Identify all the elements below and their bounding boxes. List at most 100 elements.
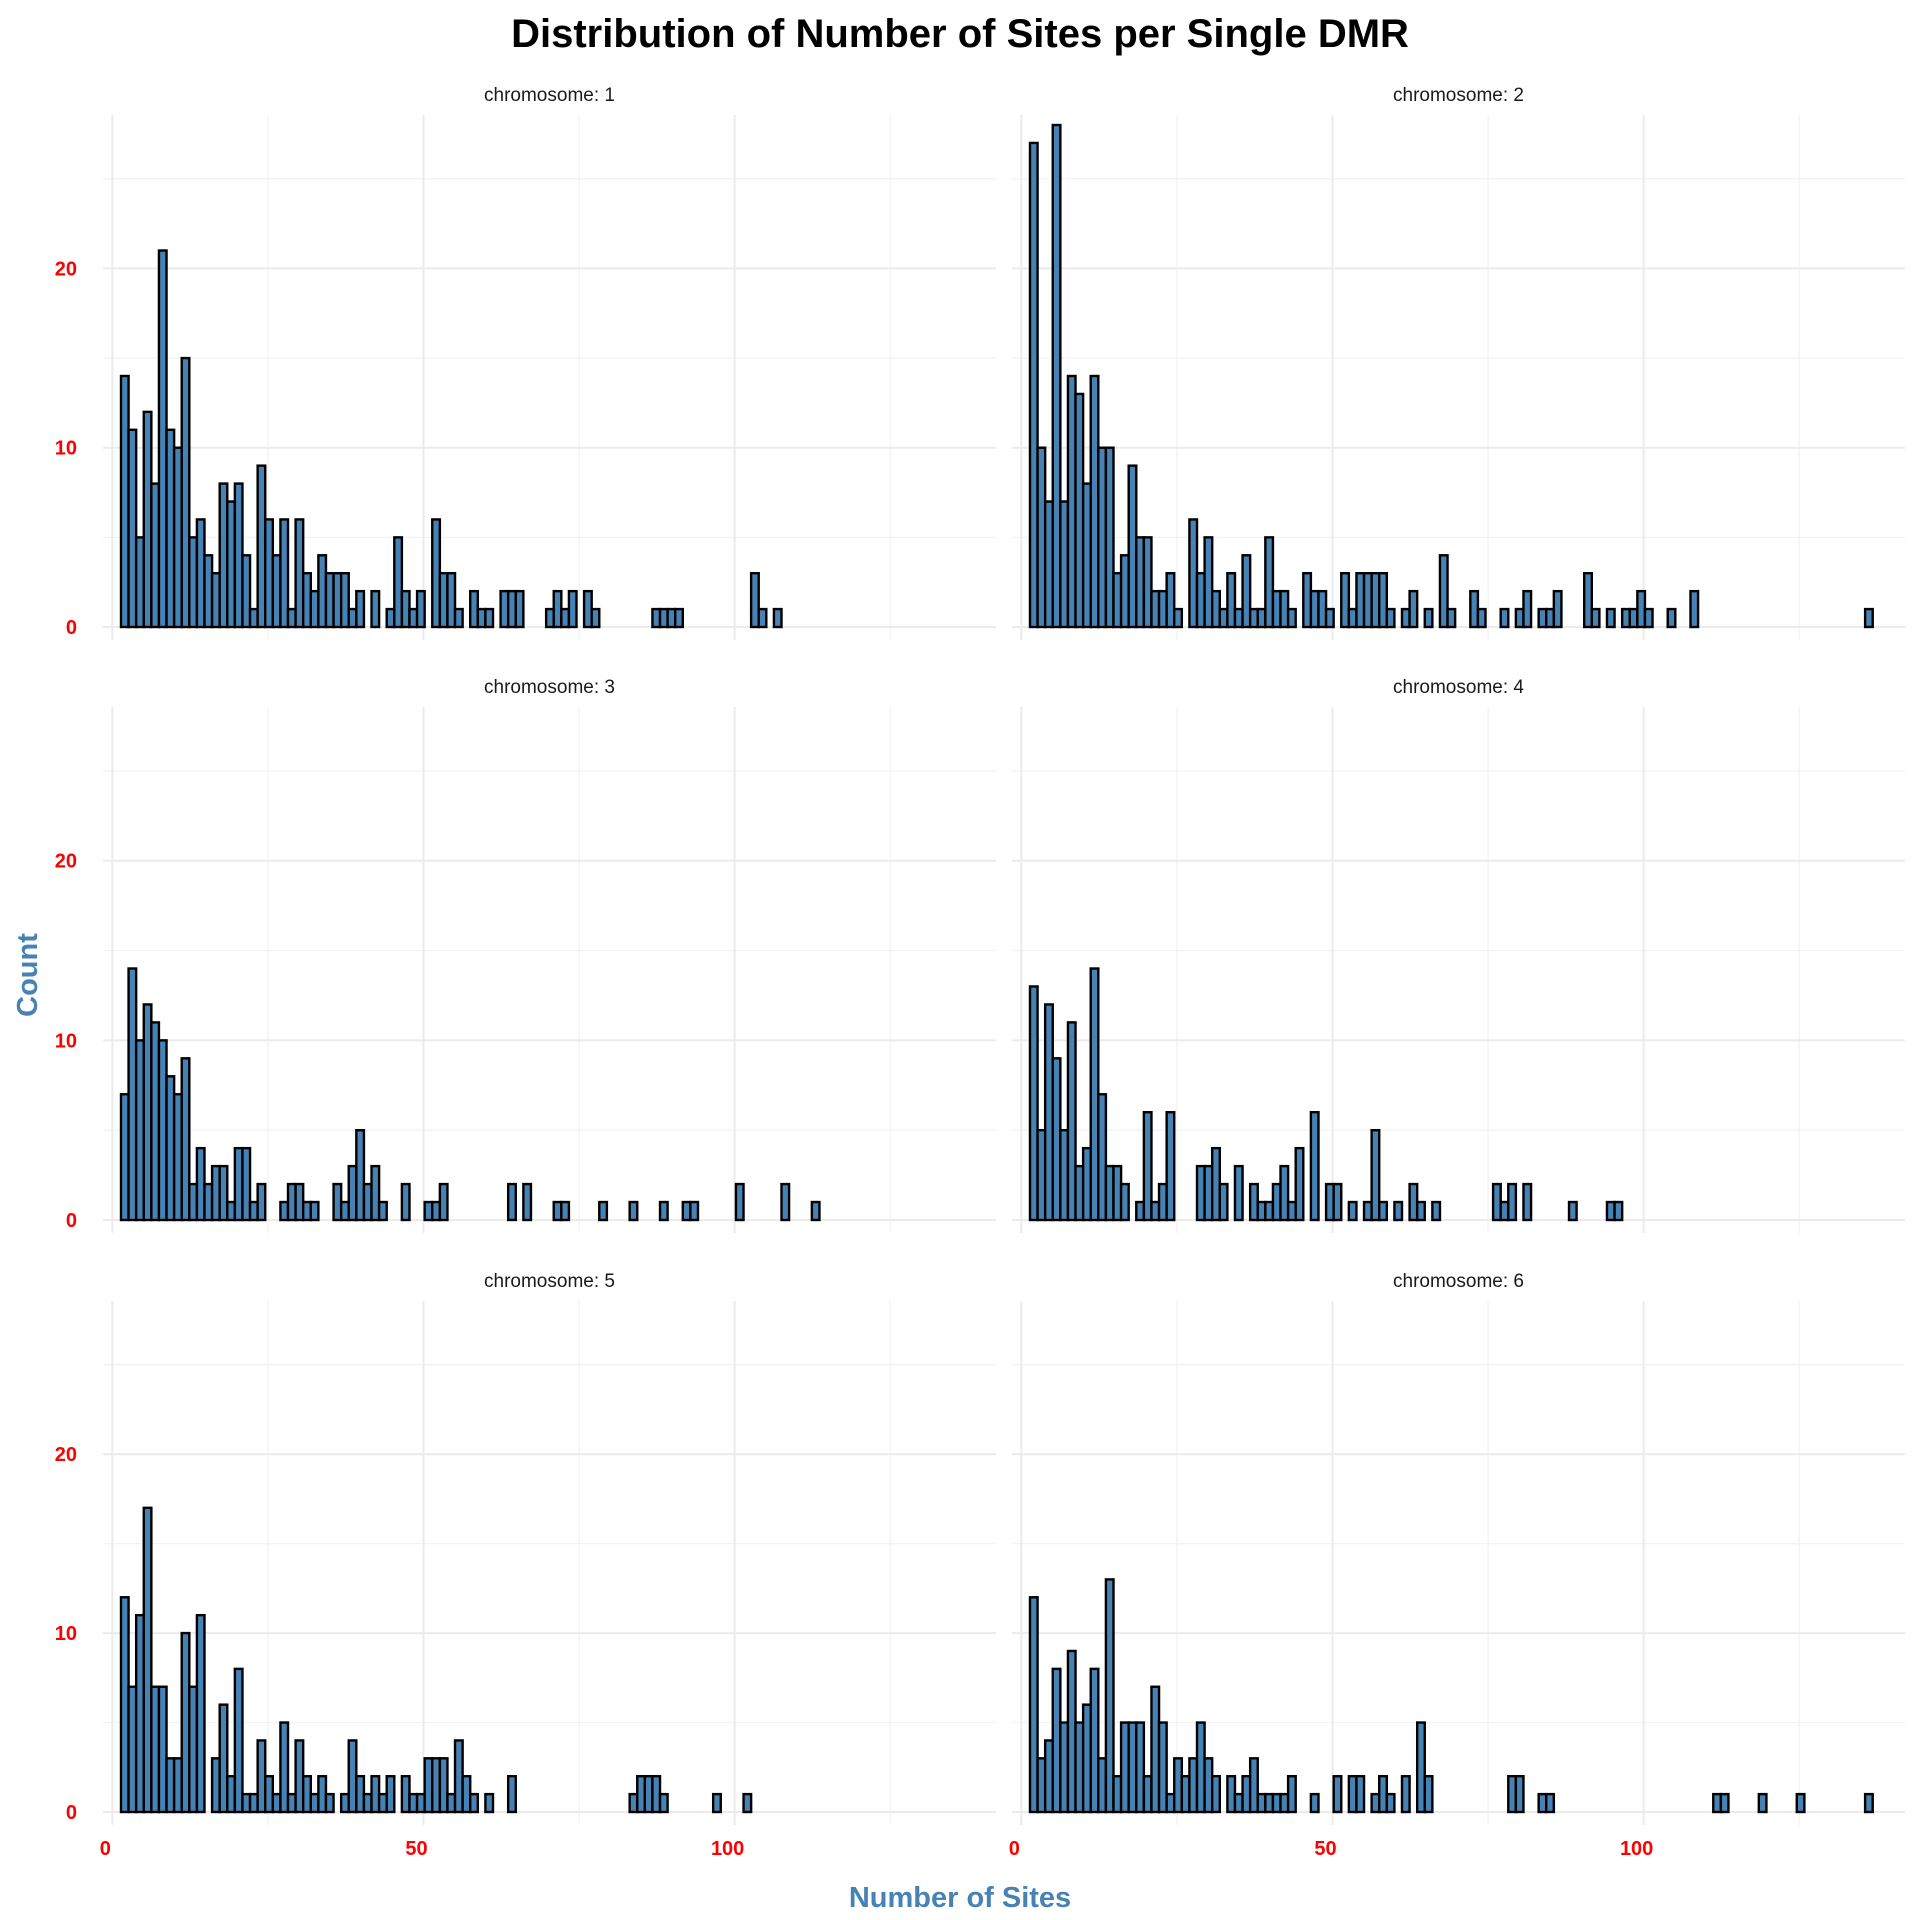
histogram-bar bbox=[438, 1182, 449, 1222]
histogram-bar bbox=[1203, 536, 1214, 629]
histogram-bar bbox=[1507, 1182, 1518, 1222]
histogram-bar bbox=[180, 1057, 191, 1222]
y-tick-label: 0 bbox=[66, 1802, 77, 1824]
y-tick-label: 20 bbox=[55, 258, 77, 280]
histogram-bar bbox=[1157, 1721, 1168, 1814]
histogram-bar bbox=[658, 1792, 669, 1814]
histogram-bar bbox=[560, 1200, 571, 1222]
histogram-bar bbox=[810, 1200, 821, 1222]
histogram-bar bbox=[1309, 1111, 1320, 1222]
histogram-bar bbox=[506, 1775, 517, 1814]
facet-strip-label: chromosome: 5 bbox=[484, 1271, 615, 1292]
histogram-bar bbox=[393, 536, 404, 629]
y-tick-label: 10 bbox=[55, 1623, 77, 1645]
histogram-bar bbox=[1332, 1775, 1343, 1814]
histogram-bar bbox=[241, 554, 252, 629]
histogram-bar bbox=[415, 589, 426, 629]
histogram-bar bbox=[1719, 1792, 1730, 1814]
histogram-bar bbox=[1104, 446, 1115, 629]
histogram-bar bbox=[1165, 572, 1176, 629]
y-tick-label: 10 bbox=[55, 1030, 77, 1052]
histogram-bar bbox=[780, 1182, 791, 1222]
histogram-bar bbox=[1552, 589, 1563, 629]
histogram-bar bbox=[218, 1164, 229, 1222]
histogram-bar bbox=[1590, 607, 1601, 629]
histogram-bar bbox=[1378, 572, 1389, 629]
histogram-bar bbox=[180, 356, 191, 629]
histogram-bar bbox=[1385, 1792, 1396, 1814]
histogram-bar bbox=[1355, 1775, 1366, 1814]
histogram-bar bbox=[689, 1200, 700, 1222]
histogram-bar bbox=[1324, 607, 1335, 629]
histogram-bar bbox=[1210, 1775, 1221, 1814]
histogram-bar bbox=[1415, 1721, 1426, 1814]
x-tick-label: 0 bbox=[1009, 1838, 1020, 1860]
histogram-bar bbox=[484, 607, 495, 629]
facet-strip-label: chromosome: 6 bbox=[1393, 1271, 1524, 1292]
histogram-bar bbox=[1795, 1792, 1806, 1814]
histogram-bar bbox=[1104, 1578, 1115, 1814]
histogram-bar bbox=[1233, 1164, 1244, 1222]
facet-panels: chromosome: 1 0 10 20 chromosome: 2 chromosom… bbox=[55, 85, 1905, 1860]
y-tick-label: 0 bbox=[66, 617, 77, 639]
histogram-bar bbox=[1286, 1775, 1297, 1814]
histogram-bar bbox=[1666, 607, 1677, 629]
histogram-bar bbox=[598, 1200, 609, 1222]
histogram-bar bbox=[772, 607, 783, 629]
histogram-bar bbox=[370, 589, 381, 629]
x-tick-label: 50 bbox=[1314, 1838, 1336, 1860]
histogram-bar bbox=[1423, 1775, 1434, 1814]
histogram-bar bbox=[1028, 1596, 1039, 1814]
histogram-bar bbox=[1408, 589, 1419, 629]
x-tick-label: 100 bbox=[1620, 1838, 1653, 1860]
histogram-bar bbox=[1347, 1200, 1358, 1222]
y-axis-title: Count bbox=[12, 933, 44, 1017]
histogram-bar bbox=[1438, 554, 1449, 629]
histogram-bar bbox=[1051, 123, 1062, 629]
histogram-bar bbox=[1142, 536, 1153, 629]
facet-panel-4: chromosome: 4 bbox=[1012, 677, 1905, 1233]
histogram-bar bbox=[256, 1182, 267, 1222]
histogram-bar bbox=[522, 1182, 533, 1222]
histogram-bar bbox=[1567, 1200, 1578, 1222]
histogram-bar bbox=[1226, 572, 1237, 629]
histogram-bar bbox=[1522, 589, 1533, 629]
facet-panel-5: chromosome: 5 0 10 20 0 50 100 bbox=[55, 1271, 996, 1860]
histogram-bar bbox=[1248, 1757, 1259, 1814]
y-tick-label: 10 bbox=[55, 438, 77, 460]
histogram-bar bbox=[1286, 607, 1297, 629]
histogram-bar bbox=[1279, 1164, 1290, 1222]
histogram-bar bbox=[658, 1200, 669, 1222]
histogram-bar bbox=[1241, 554, 1252, 629]
histogram-bar bbox=[1689, 589, 1700, 629]
histogram-bar bbox=[1028, 985, 1039, 1222]
histogram-bar bbox=[1097, 1093, 1108, 1222]
facet-strip-label: chromosome: 4 bbox=[1393, 677, 1524, 698]
histogram-bar bbox=[279, 518, 290, 629]
x-tick-label: 50 bbox=[405, 1838, 427, 1860]
histogram-bar bbox=[127, 428, 138, 629]
histogram-bar bbox=[385, 1775, 396, 1814]
histogram-bar bbox=[1385, 607, 1396, 629]
histogram-bar bbox=[484, 1792, 495, 1814]
x-axis-title: Number of Sites bbox=[849, 1882, 1071, 1914]
histogram-bar bbox=[469, 1792, 480, 1814]
y-tick-label: 20 bbox=[55, 851, 77, 873]
histogram-bar bbox=[1294, 1146, 1305, 1222]
histogram-bar bbox=[400, 1182, 411, 1222]
chart-title: Distribution of Number of Sites per Sing… bbox=[511, 12, 1409, 56]
x-tick-label: 0 bbox=[100, 1838, 111, 1860]
x-tick-label: 100 bbox=[711, 1838, 744, 1860]
histogram-bar bbox=[241, 1146, 252, 1222]
histogram-bar bbox=[1066, 1021, 1077, 1222]
histogram-bar bbox=[734, 1182, 745, 1222]
histogram-bar bbox=[1089, 1667, 1100, 1814]
histogram-bar bbox=[1393, 1200, 1404, 1222]
histogram-bar bbox=[1415, 1200, 1426, 1222]
histogram-bar bbox=[1757, 1792, 1768, 1814]
histogram-bar bbox=[1499, 607, 1510, 629]
histogram-bar bbox=[453, 607, 464, 629]
histogram-bar bbox=[514, 589, 525, 629]
histogram-bar bbox=[628, 1200, 639, 1222]
